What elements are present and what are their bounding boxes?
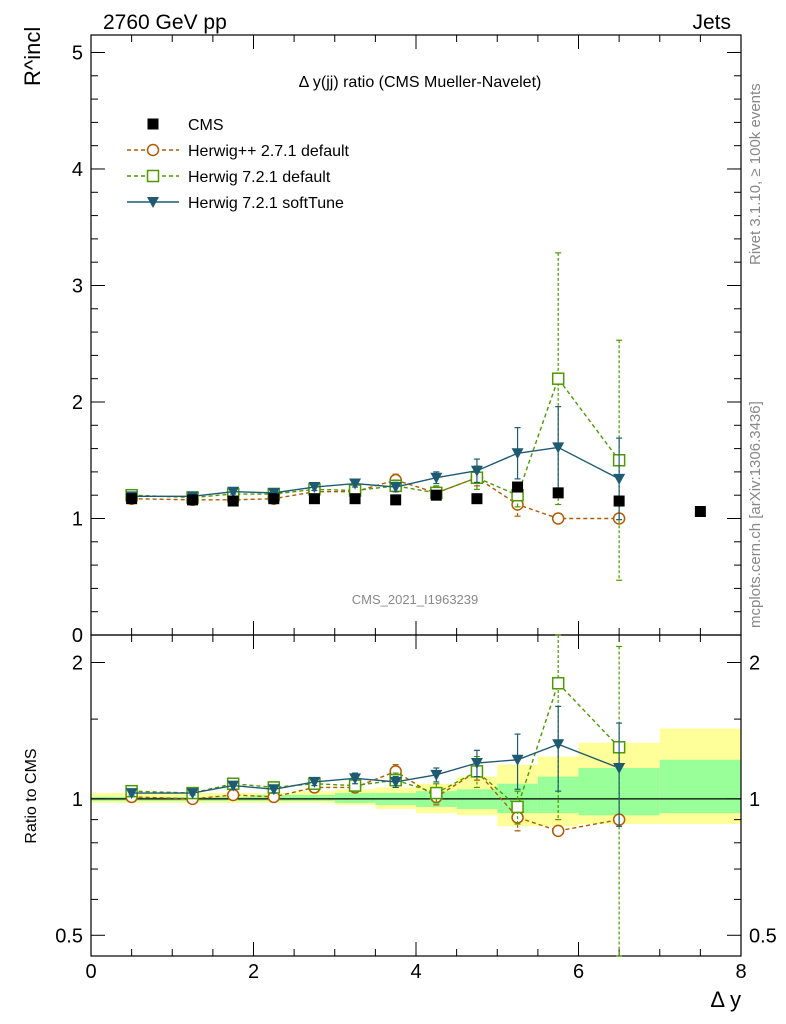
main-point bbox=[389, 482, 402, 494]
main-series-herwig-7-2-1-default bbox=[125, 252, 626, 581]
ratio-line-herwig-7-2-1-default bbox=[131, 681, 620, 809]
legend-marker bbox=[146, 169, 160, 183]
watermark-label: CMS_2021_I1963239 bbox=[352, 592, 479, 607]
main-point bbox=[430, 472, 443, 484]
legend-label: Herwig++ 2.7.1 default bbox=[188, 143, 350, 160]
main-point bbox=[694, 506, 706, 518]
main-point bbox=[512, 481, 524, 493]
ratio-y-tick-label: 1 bbox=[72, 789, 83, 811]
main-point bbox=[227, 486, 240, 498]
main-point bbox=[551, 512, 565, 525]
main-point bbox=[308, 493, 320, 505]
ratio-uncertainty-bands bbox=[91, 728, 741, 827]
main-point bbox=[551, 372, 565, 385]
main-y-tick-label: 0 bbox=[72, 625, 83, 647]
legend-marker bbox=[146, 143, 160, 157]
ratio-point bbox=[186, 788, 199, 800]
header-right-label: Jets bbox=[692, 11, 731, 34]
ratio-y-tick-label: 2 bbox=[72, 652, 83, 674]
main-point bbox=[308, 482, 321, 494]
main-point bbox=[471, 493, 483, 505]
main-point bbox=[552, 487, 564, 499]
main-point bbox=[349, 478, 362, 490]
rivet-label: Rivet 3.1.10, ≥ 100k events bbox=[747, 83, 764, 265]
main-title: Δ y(jj) ratio (CMS Mueller-Navelet) bbox=[299, 74, 542, 91]
ratio-point bbox=[125, 788, 138, 800]
main-y-tick-label: 2 bbox=[72, 392, 83, 414]
legend-label: Herwig 7.2.1 default bbox=[188, 169, 331, 186]
ratio-ylabel: Ratio to CMS bbox=[23, 748, 40, 843]
main-series-cms bbox=[126, 481, 706, 518]
main-line-herwig-7-2-1-softtune bbox=[131, 446, 620, 498]
legend-entry-herwig-2-7-1-default: Herwig++ 2.7.1 default bbox=[127, 143, 350, 160]
ratio-point bbox=[551, 676, 565, 690]
main-series-herwig-7-2-1-softtune bbox=[125, 406, 626, 521]
ratio-point bbox=[511, 800, 524, 814]
ratio-series-herwig-7-2-1-softtune bbox=[125, 705, 626, 827]
ratio-point bbox=[552, 739, 565, 751]
ratio-y-tick-label: 0.5 bbox=[55, 925, 83, 947]
main-y-tick-label: 3 bbox=[72, 275, 83, 297]
ratio-point bbox=[430, 786, 443, 800]
main-y-tick-label: 1 bbox=[72, 508, 83, 530]
ratio-point bbox=[511, 754, 524, 766]
legend-entry-herwig-7-2-1-default: Herwig 7.2.1 default bbox=[127, 169, 331, 186]
main-line-herwig-2-7-1-default bbox=[131, 476, 620, 520]
ratio-point bbox=[389, 776, 402, 788]
mcplots-label: mcplots.cern.ch [arXiv:1306.3436] bbox=[747, 401, 764, 628]
ratio-point bbox=[308, 776, 321, 788]
legend-entry-herwig-7-2-1-softtune: Herwig 7.2.1 softTune bbox=[127, 195, 344, 212]
main-point bbox=[613, 495, 625, 507]
legend-entry-cms: CMS bbox=[147, 117, 224, 134]
x-tick-label: 2 bbox=[248, 961, 259, 983]
legend-label: CMS bbox=[188, 117, 224, 134]
main-y-tick-label: 5 bbox=[72, 42, 83, 64]
series-layer bbox=[125, 252, 706, 957]
header-left-label: 2760 GeV pp bbox=[103, 11, 227, 34]
main-ylabel: R^incl bbox=[20, 27, 45, 86]
legend: CMS Herwig++ 2.7.1 default Herwig 7.2.1 de… bbox=[127, 117, 350, 212]
x-tick-label: 4 bbox=[410, 961, 421, 983]
main-line-herwig-7-2-1-default bbox=[131, 377, 620, 499]
x-axis-label: Δ y bbox=[710, 987, 741, 1012]
main-point bbox=[227, 495, 239, 507]
ratio-band-inner bbox=[334, 793, 376, 803]
main-point bbox=[268, 493, 280, 505]
main-point bbox=[470, 465, 483, 477]
main-point bbox=[349, 493, 361, 505]
legend-marker bbox=[147, 118, 159, 130]
x-tick-label: 6 bbox=[573, 961, 584, 983]
ratio-point bbox=[430, 769, 443, 781]
x-tick-label: 0 bbox=[85, 961, 96, 983]
main-y-tick-label: 4 bbox=[72, 159, 83, 181]
ratio-point bbox=[227, 780, 240, 792]
ratio-band-inner bbox=[659, 759, 741, 814]
ratio-line-herwig-7-2-1-softtune bbox=[131, 743, 620, 794]
ratio-y-tick-label-right: 2 bbox=[749, 652, 760, 674]
ratio-point bbox=[613, 762, 626, 774]
main-point bbox=[511, 448, 524, 460]
ratio-y-tick-label-right: 0.5 bbox=[749, 925, 777, 947]
ratio-band-inner bbox=[294, 794, 335, 801]
main-point bbox=[552, 442, 565, 454]
main-point bbox=[126, 493, 138, 505]
ratio-point bbox=[267, 784, 280, 796]
main-point bbox=[390, 494, 402, 506]
main-series-herwig-2-7-1-default bbox=[125, 468, 626, 525]
ratio-point bbox=[470, 758, 483, 770]
main-point bbox=[187, 494, 199, 506]
ratio-point bbox=[349, 773, 362, 785]
main-point bbox=[613, 473, 626, 485]
main-point bbox=[430, 489, 442, 501]
ratio-point bbox=[551, 824, 565, 838]
x-tick-label: 8 bbox=[735, 961, 746, 983]
ratio-line-herwig-2-7-1-default bbox=[131, 770, 620, 832]
legend-marker bbox=[147, 197, 159, 208]
legend-label: Herwig 7.2.1 softTune bbox=[188, 195, 344, 212]
ratio-y-tick-label-right: 1 bbox=[749, 789, 760, 811]
